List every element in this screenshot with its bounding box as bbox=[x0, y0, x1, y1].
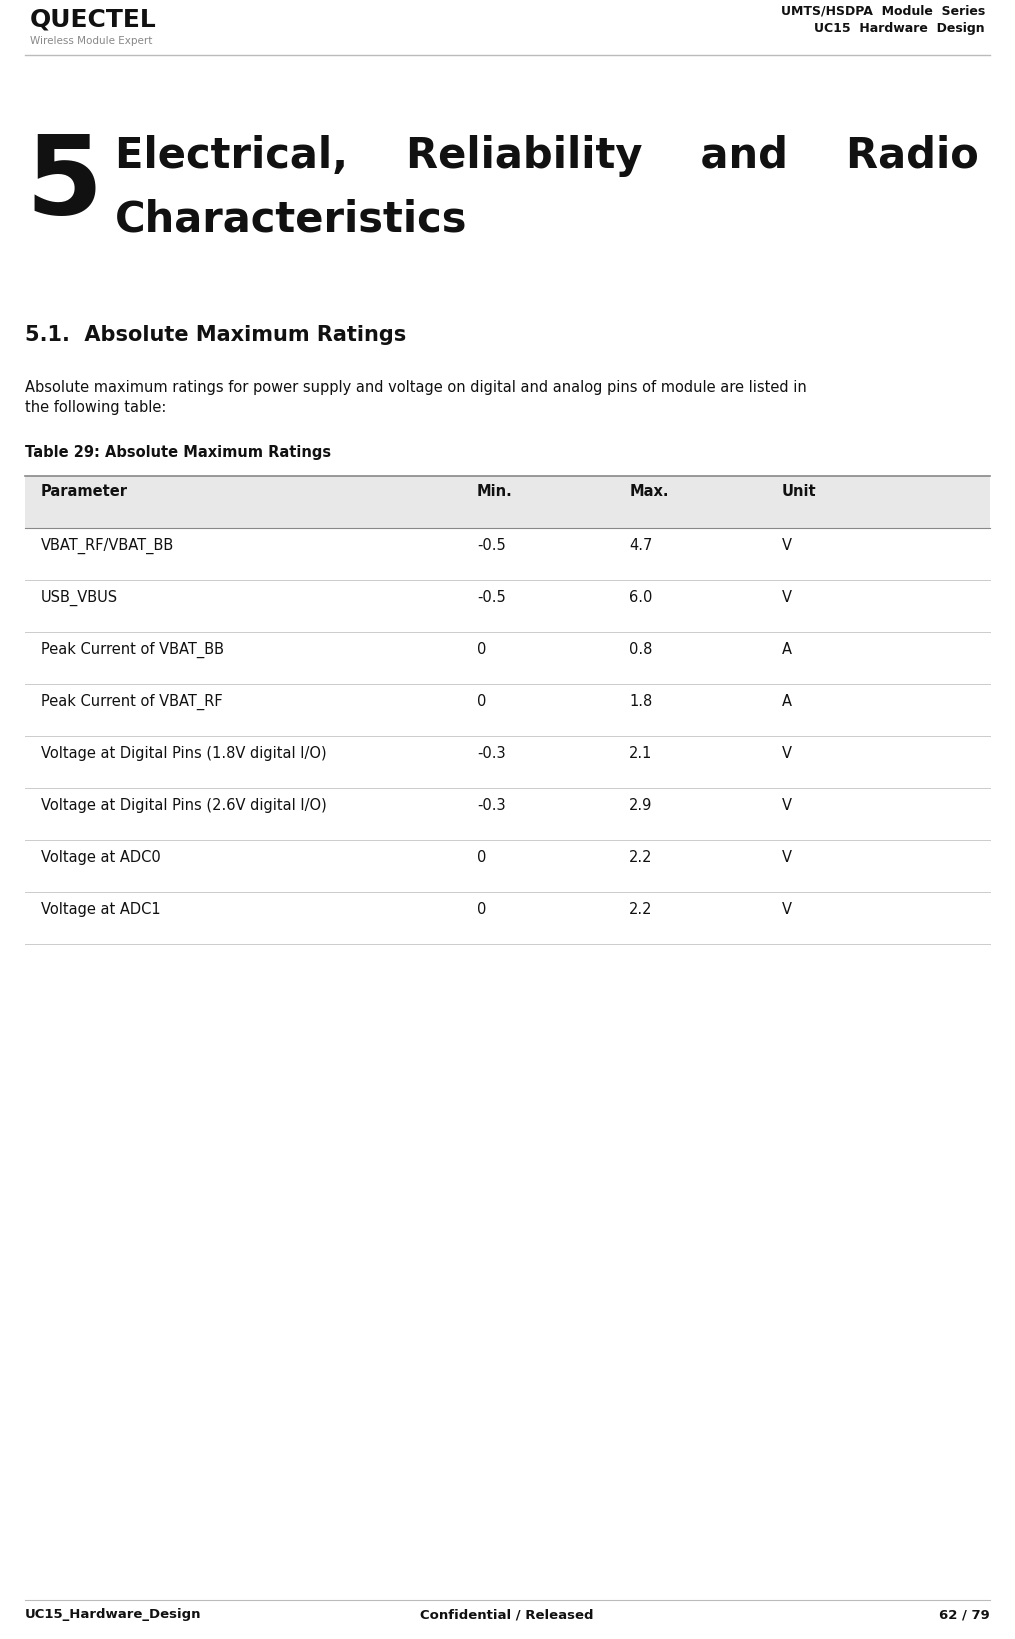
Text: 4.7: 4.7 bbox=[629, 538, 653, 552]
Text: UC15_Hardware_Design: UC15_Hardware_Design bbox=[25, 1608, 202, 1621]
Text: 0.8: 0.8 bbox=[629, 642, 653, 657]
Text: V: V bbox=[782, 746, 792, 760]
Text: 0: 0 bbox=[477, 693, 486, 710]
Text: A: A bbox=[782, 693, 792, 710]
Text: Voltage at Digital Pins (1.8V digital I/O): Voltage at Digital Pins (1.8V digital I/… bbox=[41, 746, 326, 760]
Text: A: A bbox=[782, 642, 792, 657]
Text: Unit: Unit bbox=[782, 484, 816, 498]
Text: 6.0: 6.0 bbox=[629, 590, 653, 605]
Text: Wireless Module Expert: Wireless Module Expert bbox=[30, 36, 152, 46]
Text: Peak Current of VBAT_RF: Peak Current of VBAT_RF bbox=[41, 693, 222, 710]
Text: Voltage at ADC1: Voltage at ADC1 bbox=[41, 901, 160, 916]
Text: V: V bbox=[782, 590, 792, 605]
Text: Table 29: Absolute Maximum Ratings: Table 29: Absolute Maximum Ratings bbox=[25, 446, 331, 461]
Text: QUECTEL: QUECTEL bbox=[30, 8, 156, 33]
Text: Characteristics: Characteristics bbox=[115, 198, 468, 239]
Text: 2.9: 2.9 bbox=[629, 798, 653, 813]
Text: -0.3: -0.3 bbox=[477, 746, 505, 760]
Text: Electrical,    Reliability    and    Radio: Electrical, Reliability and Radio bbox=[115, 134, 978, 177]
Text: -0.5: -0.5 bbox=[477, 538, 505, 552]
Text: Peak Current of VBAT_BB: Peak Current of VBAT_BB bbox=[41, 642, 223, 659]
Text: UC15  Hardware  Design: UC15 Hardware Design bbox=[814, 21, 985, 34]
Text: 2.2: 2.2 bbox=[629, 901, 653, 916]
Text: -0.3: -0.3 bbox=[477, 798, 505, 813]
Text: 62 / 79: 62 / 79 bbox=[939, 1608, 990, 1621]
Text: UMTS/HSDPA  Module  Series: UMTS/HSDPA Module Series bbox=[781, 5, 985, 18]
Text: VBAT_RF/VBAT_BB: VBAT_RF/VBAT_BB bbox=[41, 538, 174, 554]
Text: 5.1.  Absolute Maximum Ratings: 5.1. Absolute Maximum Ratings bbox=[25, 325, 406, 344]
Text: Confidential / Released: Confidential / Released bbox=[420, 1608, 594, 1621]
Text: Voltage at ADC0: Voltage at ADC0 bbox=[41, 851, 160, 865]
Text: Min.: Min. bbox=[477, 484, 513, 498]
Text: 0: 0 bbox=[477, 851, 486, 865]
Text: V: V bbox=[782, 851, 792, 865]
Text: Max.: Max. bbox=[629, 484, 669, 498]
Text: V: V bbox=[782, 538, 792, 552]
Text: 0: 0 bbox=[477, 642, 486, 657]
Text: V: V bbox=[782, 901, 792, 916]
Text: 1.8: 1.8 bbox=[629, 693, 653, 710]
Text: -0.5: -0.5 bbox=[477, 590, 505, 605]
Text: V: V bbox=[782, 798, 792, 813]
Text: 2.1: 2.1 bbox=[629, 746, 653, 760]
Text: the following table:: the following table: bbox=[25, 400, 166, 415]
Text: 5: 5 bbox=[25, 129, 103, 238]
Text: 2.2: 2.2 bbox=[629, 851, 653, 865]
Text: 0: 0 bbox=[477, 901, 486, 916]
Text: Absolute maximum ratings for power supply and voltage on digital and analog pins: Absolute maximum ratings for power suppl… bbox=[25, 380, 807, 395]
Text: USB_VBUS: USB_VBUS bbox=[41, 590, 118, 606]
Text: Voltage at Digital Pins (2.6V digital I/O): Voltage at Digital Pins (2.6V digital I/… bbox=[41, 798, 327, 813]
Bar bbox=[25, 475, 990, 528]
Text: Parameter: Parameter bbox=[41, 484, 128, 498]
